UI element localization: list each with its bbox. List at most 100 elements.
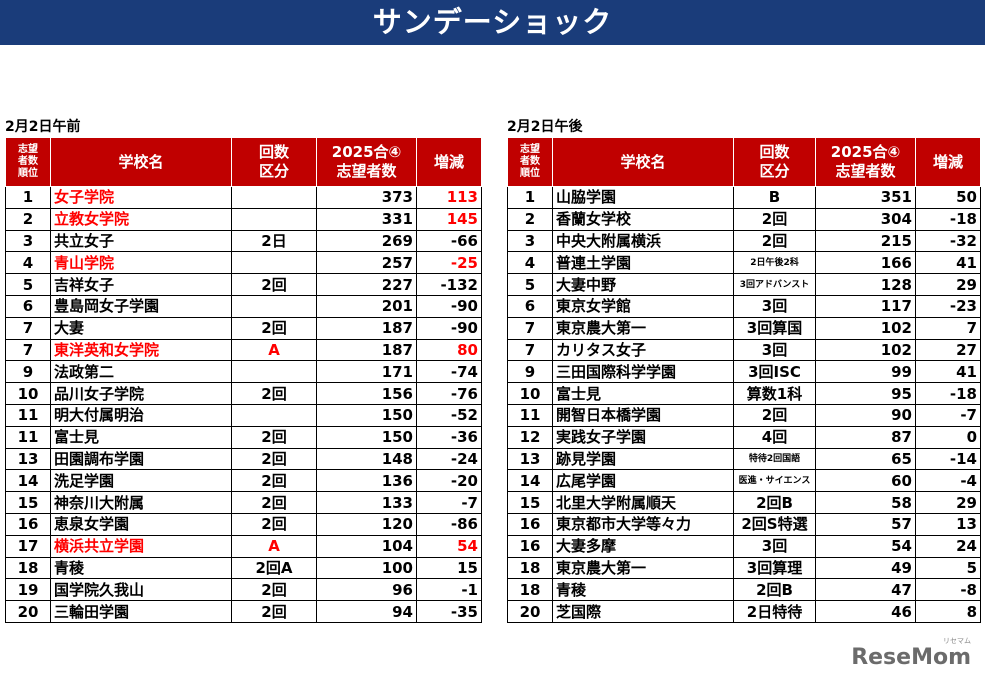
division-cell: 3回 [733,294,816,318]
division-cell: 2日 [231,229,317,253]
school-name-cell: カリタス女子 [552,338,734,362]
school-name-cell: 北里大学附属順天 [552,491,734,514]
table-row: 9 法政第二 171 -74 [5,360,482,384]
change-cell: 29 [915,491,981,514]
change-cell: 113 [416,186,482,209]
change-cell: 8 [915,600,981,623]
division-cell: 2回 [733,207,816,231]
rank-cell: 5 [507,273,553,296]
change-cell: -1 [416,578,482,602]
change-cell: -36 [416,425,482,449]
school-name-cell: 品川女子学院 [50,382,232,405]
rank-cell: 5 [5,273,51,296]
change-cell: -52 [416,403,482,427]
applicant-count-cell: 331 [316,207,417,231]
division-cell: 2回 [733,403,816,427]
rank-cell: 18 [507,578,553,602]
applicant-count-cell: 102 [815,338,916,362]
division-cell [231,403,317,427]
division-cell [231,251,317,275]
division-cell: 2回 [231,316,317,340]
table-row: 18 青稜 2回B 47 -8 [507,578,981,602]
change-cell: 29 [915,273,981,296]
table-row: 15 神奈川大附属 2回 133 -7 [5,491,482,514]
table-row: 1 山脇学園 B 351 50 [507,186,981,209]
table-row: 20 芝国際 2日特待 46 8 [507,600,981,623]
school-name-cell: 中央大附属横浜 [552,229,734,253]
table-row: 16 恵泉女学園 2回 120 -86 [5,512,482,536]
division-cell: 2回S特選 [733,512,816,536]
change-cell: -86 [416,512,482,536]
division-cell: 2回 [231,600,317,623]
header-change: 増減 [915,137,981,187]
rank-cell: 9 [5,360,51,384]
school-name-cell: 大妻多摩 [552,534,734,558]
school-name-cell: 山脇学園 [552,186,734,209]
applicant-count-cell: 187 [316,338,417,362]
change-cell: 5 [915,556,981,580]
rank-cell: 18 [507,556,553,580]
change-cell: -18 [915,207,981,231]
division-cell: 4回 [733,425,816,449]
division-cell: 2回 [733,229,816,253]
school-name-cell: 香蘭女学校 [552,207,734,231]
table-row: 14 洗足学園 2回 136 -20 [5,469,482,493]
change-cell: 13 [915,512,981,536]
division-cell: 3回 [733,534,816,558]
school-name-cell: 横浜共立学園 [50,534,232,558]
applicant-count-cell: 104 [316,534,417,558]
rank-cell: 7 [507,316,553,340]
change-cell: -7 [416,491,482,514]
change-cell: -4 [915,469,981,493]
logo-subtitle: リセマム [943,637,971,645]
table-row: 6 東京女学館 3回 117 -23 [507,294,981,318]
division-cell: 2日特待 [733,600,816,623]
division-cell [231,207,317,231]
rank-cell: 16 [507,534,553,558]
applicant-count-cell: 96 [316,578,417,602]
school-name-cell: 東京農大第一 [552,556,734,580]
header-rank: 志望 者数 順位 [5,137,51,187]
school-name-cell: 青山学院 [50,251,232,275]
school-name-cell: 吉祥女子 [50,273,232,296]
division-cell [231,186,317,209]
school-name-cell: 共立女子 [50,229,232,253]
table-label-afternoon: 2月2日午後 [507,119,583,135]
applicant-count-cell: 57 [815,512,916,536]
division-cell [231,360,317,384]
table-row: 4 普連土学園 2日午後2科 166 41 [507,251,981,275]
change-cell: -66 [416,229,482,253]
school-name-cell: 青稜 [50,556,232,580]
school-name-cell: 大妻 [50,316,232,340]
change-cell: 41 [915,251,981,275]
table-row: 7 カリタス女子 3回 102 27 [507,338,981,362]
applicant-count-cell: 49 [815,556,916,580]
change-cell: 145 [416,207,482,231]
ranking-table-afternoon: 志望 者数 順位 学校名 回数 区分 2025合④ 志望者数 増減 1 山脇学園 B 351 5… [507,137,981,623]
school-name-cell: 大妻中野 [552,273,734,296]
header-division: 回数 区分 [733,137,816,187]
division-cell: 2回 [231,512,317,536]
rank-cell: 1 [507,186,553,209]
school-name-cell: 広尾学園 [552,469,734,493]
rank-cell: 10 [5,382,51,405]
table-row: 18 青稜 2回A 100 15 [5,556,482,580]
table-row: 4 青山学院 257 -25 [5,251,482,275]
applicant-count-cell: 58 [815,491,916,514]
rank-cell: 2 [5,207,51,231]
school-name-cell: 東京女学館 [552,294,734,318]
applicant-count-cell: 47 [815,578,916,602]
change-cell: 15 [416,556,482,580]
table-row: 12 実践女子学園 4回 87 0 [507,425,981,449]
applicant-count-cell: 95 [815,382,916,405]
table-row: 14 広尾学園 医進・サイエンス 60 -4 [507,469,981,493]
table-row: 2 香蘭女学校 2回 304 -18 [507,207,981,231]
school-name-cell: 青稜 [552,578,734,602]
division-cell: 2回A [231,556,317,580]
school-name-cell: 跡見学園 [552,447,734,471]
rank-cell: 14 [507,469,553,493]
rank-cell: 11 [5,425,51,449]
rank-cell: 4 [507,251,553,275]
applicant-count-cell: 257 [316,251,417,275]
applicant-count-cell: 87 [815,425,916,449]
